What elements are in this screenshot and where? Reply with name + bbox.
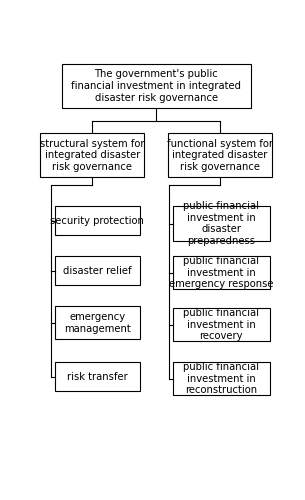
FancyBboxPatch shape <box>55 206 140 235</box>
Text: public financial
investment in
disaster
preparedness: public financial investment in disaster … <box>183 201 259 246</box>
FancyBboxPatch shape <box>168 133 272 178</box>
Text: public financial
investment in
reconstruction: public financial investment in reconstru… <box>183 362 259 395</box>
Text: risk transfer: risk transfer <box>67 372 127 382</box>
FancyBboxPatch shape <box>55 362 140 391</box>
Text: public financial
investment in
emergency response: public financial investment in emergency… <box>169 256 274 290</box>
FancyBboxPatch shape <box>62 64 251 108</box>
Text: emergency
management: emergency management <box>64 312 131 334</box>
FancyBboxPatch shape <box>173 362 270 395</box>
Text: security protection: security protection <box>50 216 144 226</box>
FancyBboxPatch shape <box>41 133 145 178</box>
FancyBboxPatch shape <box>173 308 270 341</box>
FancyBboxPatch shape <box>55 256 140 285</box>
Text: disaster relief: disaster relief <box>63 266 131 276</box>
Text: public financial
investment in
recovery: public financial investment in recovery <box>183 308 259 342</box>
FancyBboxPatch shape <box>173 256 270 289</box>
Text: structural system for
integrated disaster
risk governance: structural system for integrated disaste… <box>40 138 145 172</box>
FancyBboxPatch shape <box>55 306 140 339</box>
FancyBboxPatch shape <box>173 206 270 241</box>
Text: functional system for
integrated disaster
risk governance: functional system for integrated disaste… <box>167 138 273 172</box>
Text: The government's public
financial investment in integrated
disaster risk governa: The government's public financial invest… <box>71 70 241 102</box>
